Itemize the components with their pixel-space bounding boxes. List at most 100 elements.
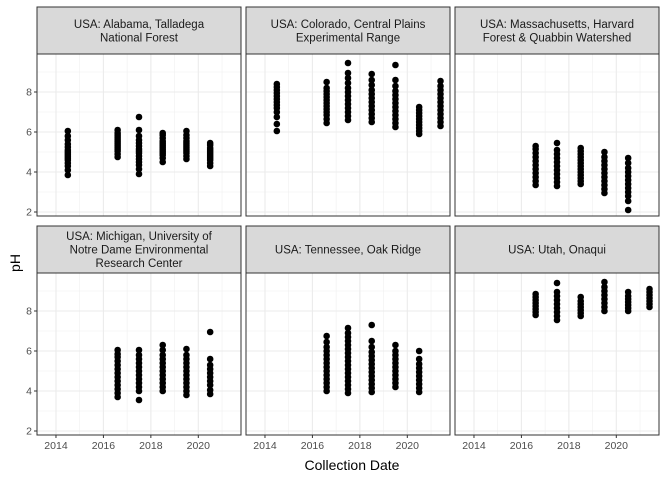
data-point (64, 132, 72, 140)
data-point (532, 290, 539, 298)
facet-title-line: USA: Michigan, University of (66, 231, 213, 243)
data-point (601, 153, 608, 161)
data-point (159, 346, 167, 354)
facet-panel: USA: Massachusetts, Harvard Forest & Quab… (454, 6, 660, 217)
x-tick-label: 2020 (187, 440, 211, 452)
data-point (415, 103, 423, 111)
data-point (273, 127, 281, 135)
data-point (159, 129, 167, 137)
data-point (323, 84, 330, 92)
data-point (553, 279, 561, 287)
facet-panel: USA: Tennessee, Oak Ridge (245, 225, 451, 436)
data-point (392, 341, 399, 349)
facet-title: USA: Michigan, University of Notre Dame E… (66, 231, 213, 270)
data-point (415, 360, 423, 368)
x-tick-label: 2014 (44, 440, 68, 452)
data-point (114, 346, 121, 354)
panels-layer: USA: Alabama, Talladega National ForestUS… (36, 6, 660, 436)
data-point (368, 343, 376, 351)
panel-border (245, 53, 451, 217)
data-point (273, 120, 281, 128)
data-point (159, 351, 167, 359)
data-point (135, 170, 143, 178)
data-points (532, 278, 653, 324)
data-point (323, 332, 330, 340)
facet-title: USA: Colorado, Central Plains Experimenta… (271, 19, 426, 45)
x-tick-label: 2020 (605, 440, 629, 452)
panel-border (36, 53, 242, 217)
data-points (273, 59, 444, 138)
x-tick-label: 2018 (348, 440, 372, 452)
panel-border (454, 272, 660, 436)
data-point (415, 355, 423, 363)
axes-layer: 2 4 6 8 2 4 6 8 2014 2016 2018 2020 2014 2016 2018 2020… (26, 87, 628, 453)
facet-panel: USA: Michigan, University of Notre Dame E… (36, 225, 242, 436)
x-tick-label: 2018 (557, 440, 581, 452)
x-tick-label: 2014 (462, 440, 486, 452)
data-point (532, 142, 539, 150)
facet-title-line: Experimental Range (296, 32, 400, 44)
facet-title-line: Research Center (96, 258, 183, 270)
data-point (392, 76, 399, 84)
x-tick-label: 2018 (139, 440, 163, 452)
facet-strip (245, 225, 451, 274)
data-point (135, 346, 143, 354)
data-point (392, 87, 399, 95)
data-point (624, 164, 632, 172)
data-point (368, 81, 376, 89)
facet-title-line: Forest & Quabbin Watershed (483, 32, 632, 44)
facet-title-line: USA: Massachusetts, Harvard (480, 19, 634, 31)
facet-title-line: USA: Utah, Onaqui (508, 245, 606, 257)
data-point (206, 386, 214, 394)
data-point (183, 127, 190, 135)
data-point (135, 132, 143, 140)
facet-title: USA: Tennessee, Oak Ridge (275, 245, 421, 257)
y-tick-label: 4 (26, 386, 32, 398)
facet-panel: USA: Colorado, Central Plains Experimenta… (245, 6, 451, 217)
data-point (437, 77, 444, 85)
y-tick-label: 6 (26, 346, 32, 358)
data-point (392, 61, 399, 69)
facet-strip (36, 6, 242, 55)
data-point (135, 113, 143, 121)
data-point (344, 69, 352, 77)
data-point (273, 113, 281, 121)
data-point (601, 148, 608, 156)
data-point (577, 293, 585, 301)
data-point (553, 288, 561, 296)
data-point (624, 197, 632, 205)
data-point (344, 74, 352, 82)
facet-title: USA: Alabama, Talladega National Forest (74, 19, 205, 45)
x-axis-title: Collection Date (305, 457, 400, 473)
facet-title-line: Notre Dame Environmental (70, 245, 209, 257)
data-point (323, 78, 330, 86)
data-points (64, 113, 214, 179)
facet-title: USA: Massachusetts, Harvard Forest & Quab… (480, 19, 634, 45)
facet-panel: USA: Utah, Onaqui (454, 225, 660, 436)
data-point (624, 288, 632, 296)
facet-title-line: USA: Alabama, Talladega (74, 19, 205, 31)
data-point (553, 139, 561, 147)
facet-strip (36, 225, 242, 274)
facet-title-line: USA: Colorado, Central Plains (271, 19, 426, 31)
x-tick-label: 2016 (510, 440, 534, 452)
data-point (344, 329, 352, 337)
data-point (135, 351, 143, 359)
data-point (206, 328, 214, 336)
data-point (64, 127, 72, 135)
data-point (368, 76, 376, 84)
data-point (624, 206, 632, 214)
data-point (114, 126, 121, 134)
data-point (624, 154, 632, 162)
data-point (323, 338, 330, 346)
data-point (624, 159, 632, 167)
data-point (368, 337, 376, 345)
data-point (344, 79, 352, 87)
x-tick-label: 2020 (396, 440, 420, 452)
x-tick-label: 2016 (301, 440, 325, 452)
y-tick-label: 2 (26, 207, 32, 219)
data-point (646, 285, 653, 293)
y-axis-title: pH (7, 254, 23, 272)
data-point (368, 70, 376, 78)
